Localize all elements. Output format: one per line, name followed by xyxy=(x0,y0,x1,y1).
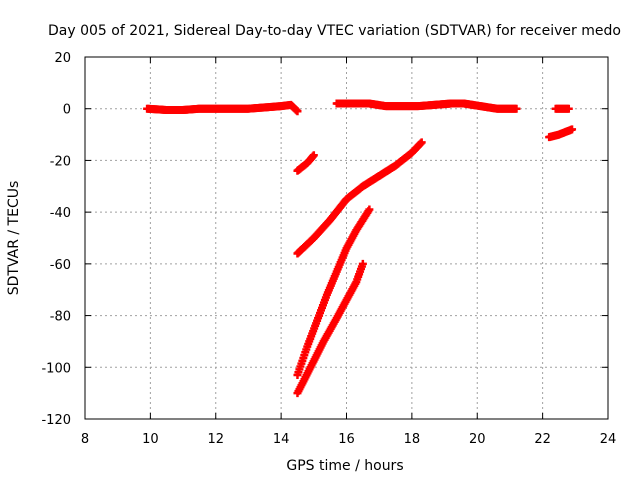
series-segment-d xyxy=(545,125,577,142)
data-point xyxy=(365,205,374,214)
series-segment-c xyxy=(551,104,573,113)
x-tick-label: 24 xyxy=(600,432,617,447)
data-point xyxy=(512,104,521,113)
grid-lines xyxy=(85,57,608,419)
y-tick-label: -20 xyxy=(50,154,71,169)
series-segment-h xyxy=(293,259,367,398)
chart-title: Day 005 of 2021, Sidereal Day-to-day VTE… xyxy=(48,23,621,39)
x-tick-label: 10 xyxy=(142,432,159,447)
data-point xyxy=(417,138,426,147)
data-series xyxy=(143,99,577,398)
y-tick-label: -80 xyxy=(50,310,71,325)
series-segment-e xyxy=(293,151,318,175)
x-tick-label: 18 xyxy=(404,432,421,447)
x-tick-label: 12 xyxy=(207,432,224,447)
axis-ticks: 8 10 12 14 16 18 20 22 24 20 0 -20 -40 -60 -80 -100 -120 xyxy=(41,51,616,447)
data-point xyxy=(568,125,577,134)
x-tick-label: 14 xyxy=(273,432,290,447)
x-tick-label: 16 xyxy=(338,432,355,447)
y-tick-label: 0 xyxy=(63,103,71,118)
x-tick-label: 20 xyxy=(469,432,486,447)
y-tick-label: -40 xyxy=(50,206,71,221)
data-point xyxy=(293,107,302,116)
y-tick-label: -60 xyxy=(50,258,71,273)
data-point xyxy=(358,259,367,268)
x-axis-title: GPS time / hours xyxy=(286,458,403,474)
series-segment-b xyxy=(332,99,521,113)
y-tick-label: 20 xyxy=(54,51,71,66)
y-axis-title: SDTVAR / TECUs xyxy=(6,181,22,296)
x-tick-label: 8 xyxy=(81,432,89,447)
y-tick-label: -120 xyxy=(41,413,71,428)
series-segment-f xyxy=(293,138,426,258)
data-point xyxy=(564,104,573,113)
data-point xyxy=(309,151,318,160)
series-segment-a xyxy=(143,100,302,116)
series-segment-g xyxy=(293,205,374,380)
y-tick-label: -100 xyxy=(41,361,71,376)
x-tick-label: 22 xyxy=(534,432,551,447)
